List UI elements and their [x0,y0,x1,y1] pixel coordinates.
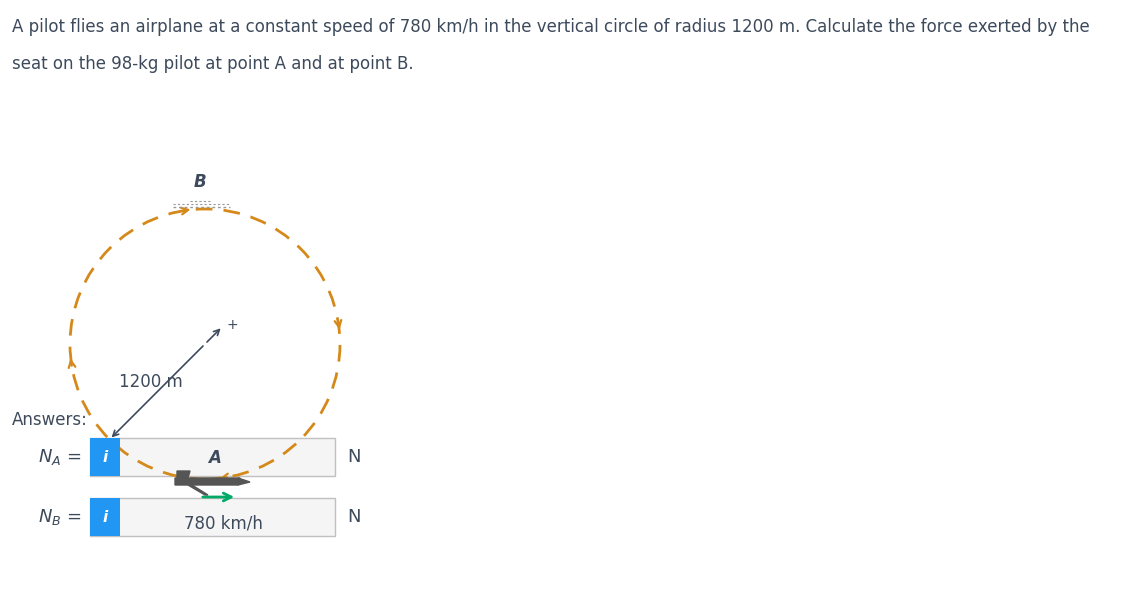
Text: A: A [208,449,221,467]
Text: 1200 m: 1200 m [119,373,183,391]
Polygon shape [188,485,208,495]
Text: N: N [347,508,361,526]
Polygon shape [175,478,240,485]
Text: A pilot flies an airplane at a constant speed of 780 km/h in the vertical circle: A pilot flies an airplane at a constant … [12,18,1090,36]
Text: i: i [103,449,107,464]
FancyBboxPatch shape [90,438,335,476]
Polygon shape [238,478,250,485]
Text: 780 km/h: 780 km/h [184,515,263,533]
FancyBboxPatch shape [90,438,119,476]
FancyBboxPatch shape [90,498,119,536]
Text: $N_B$ =: $N_B$ = [38,507,81,527]
Text: i: i [103,510,107,525]
FancyBboxPatch shape [90,498,335,536]
Text: seat on the 98-kg pilot at point A and at point B.: seat on the 98-kg pilot at point A and a… [12,55,414,73]
Text: +: + [227,318,238,332]
Text: Answers:: Answers: [12,411,88,429]
Text: B: B [194,173,206,191]
Polygon shape [177,471,190,478]
Text: N: N [347,448,361,466]
Text: $N_A$ =: $N_A$ = [38,447,81,467]
